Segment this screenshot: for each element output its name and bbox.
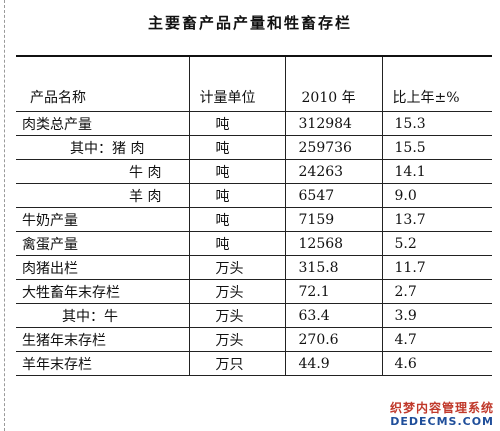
row-change: 3.9 [381,303,492,328]
header-change-pct: 比上年±% [381,55,492,112]
row-unit: 吨 [188,159,286,184]
table-row: 其中：猪 肉 吨 259736 15.5 [16,135,492,160]
row-name: 肉猪出栏 [16,255,190,280]
row-name: 大牲畜年末存栏 [16,279,190,304]
row-name: 生猪年末存栏 [16,327,190,352]
watermark: 织梦内容管理系统 DEDECMS.COM [390,401,494,429]
row-change: 5.2 [381,231,492,256]
watermark-line1: 织梦内容管理系统 [389,401,494,415]
table-row: 牛奶产量 吨 7159 13.7 [16,207,492,232]
row-change: 15.3 [381,111,492,136]
row-unit: 吨 [188,183,286,208]
row-unit: 吨 [188,135,286,160]
row-value: 315.8 [284,255,383,280]
page-left-border [4,0,6,431]
row-unit: 吨 [188,207,286,232]
row-change: 14.1 [381,159,492,184]
row-value: 270.6 [284,327,383,352]
header-product-name: 产品名称 [16,55,190,112]
row-unit: 万头 [188,327,286,352]
row-name: 其中：猪 肉 [16,135,190,160]
header-year-2010: 2010 年 [284,55,383,112]
row-unit: 万头 [188,279,286,304]
table-row: 羊年末存栏 万只 44.9 4.6 [16,351,492,376]
row-name: 其中：牛 [16,303,190,328]
row-change: 2.7 [381,279,492,304]
livestock-table: 产品名称 计量单位 2010 年 比上年±% 肉类总产量 吨 312984 15… [16,55,492,376]
table-row: 肉猪出栏 万头 315.8 11.7 [16,255,492,280]
row-value: 72.1 [284,279,383,304]
table-header-row: 产品名称 计量单位 2010 年 比上年±% [16,55,492,112]
row-unit: 万头 [188,303,286,328]
row-name: 牛 肉 [16,159,190,184]
table-row: 羊 肉 吨 6547 9.0 [16,183,492,208]
row-value: 12568 [284,231,383,256]
watermark-line2: DEDECMS.COM [390,415,494,428]
row-change: 9.0 [381,183,492,208]
header-unit: 计量单位 [188,55,286,112]
row-value: 24263 [284,159,383,184]
row-value: 7159 [284,207,383,232]
row-change: 4.7 [381,327,492,352]
row-unit: 吨 [188,231,286,256]
table-title: 主要畜产品产量和牲畜存栏 [147,14,352,32]
row-change: 11.7 [381,255,492,280]
row-value: 312984 [284,111,383,136]
row-name: 禽蛋产量 [16,231,190,256]
table-row: 牛 肉 吨 24263 14.1 [16,159,492,184]
table-row: 肉类总产量 吨 312984 15.3 [16,111,492,136]
row-change: 15.5 [381,135,492,160]
row-value: 63.4 [284,303,383,328]
row-value: 44.9 [284,351,383,376]
row-name: 羊年末存栏 [16,351,190,376]
table-row: 大牲畜年末存栏 万头 72.1 2.7 [16,279,492,304]
row-name: 肉类总产量 [16,111,190,136]
row-name: 牛奶产量 [16,207,190,232]
row-change: 13.7 [381,207,492,232]
row-name: 羊 肉 [16,183,190,208]
row-unit: 万只 [188,351,286,376]
table-row: 其中：牛 万头 63.4 3.9 [16,303,492,328]
table-row: 禽蛋产量 吨 12568 5.2 [16,231,492,256]
row-value: 259736 [284,135,383,160]
row-change: 4.6 [381,351,492,376]
table-row: 生猪年末存栏 万头 270.6 4.7 [16,327,492,352]
row-value: 6547 [284,183,383,208]
row-unit: 万头 [188,255,286,280]
row-unit: 吨 [188,111,286,136]
